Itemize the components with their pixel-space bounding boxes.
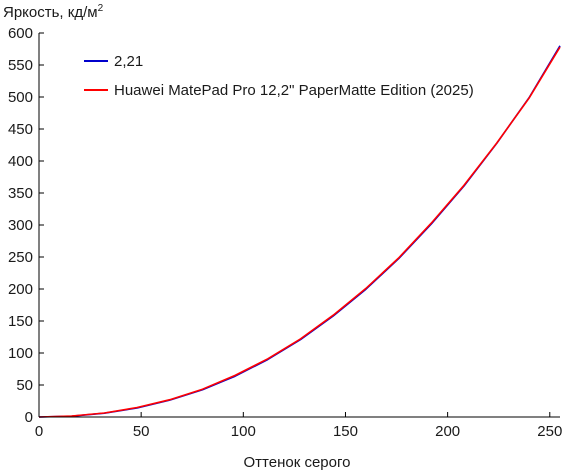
- x-tick-label: 0: [35, 423, 43, 440]
- plot-area: [39, 33, 560, 417]
- y-axis-title-text: Яркость, кд/м: [3, 4, 98, 21]
- x-tick-label: 100: [231, 423, 256, 440]
- y-tick-label: 400: [8, 153, 33, 170]
- y-tick-label: 350: [8, 185, 33, 202]
- y-tick-label: 200: [8, 281, 33, 298]
- legend-label-1: 2,21: [114, 53, 143, 70]
- x-tick-label: 200: [435, 423, 460, 440]
- ticks: 0 50 100 150 200 250 300 350 400 450 500 550 600 0 50 1…: [8, 25, 562, 440]
- x-tick-label: 50: [133, 423, 150, 440]
- y-tick-label: 100: [8, 345, 33, 362]
- y-tick-label: 600: [8, 25, 33, 42]
- y-tick-label: 500: [8, 89, 33, 106]
- y-tick-label: 0: [25, 409, 33, 426]
- legend-label-2: Huawei MatePad Pro 12,2" PaperMatte Edit…: [114, 82, 474, 99]
- y-tick-label: 150: [8, 313, 33, 330]
- y-tick-label: 250: [8, 249, 33, 266]
- series-line-2: [38, 46, 561, 418]
- y-axis-title: Яркость, кд/м2: [3, 3, 104, 21]
- series-layer: [38, 45, 561, 418]
- x-tick-label: 150: [333, 423, 358, 440]
- y-tick-label: 300: [8, 217, 33, 234]
- y-tick-label: 450: [8, 121, 33, 138]
- y-tick-label: 550: [8, 57, 33, 74]
- legend: 2,21 Huawei MatePad Pro 12,2" PaperMatte …: [84, 53, 474, 99]
- x-tick-label: 250: [537, 423, 562, 440]
- y-tick-label: 50: [16, 377, 33, 394]
- x-axis-title: Оттенок серого: [244, 454, 351, 470]
- plot-background: [39, 33, 560, 417]
- y-axis-title-superscript: 2: [98, 3, 104, 14]
